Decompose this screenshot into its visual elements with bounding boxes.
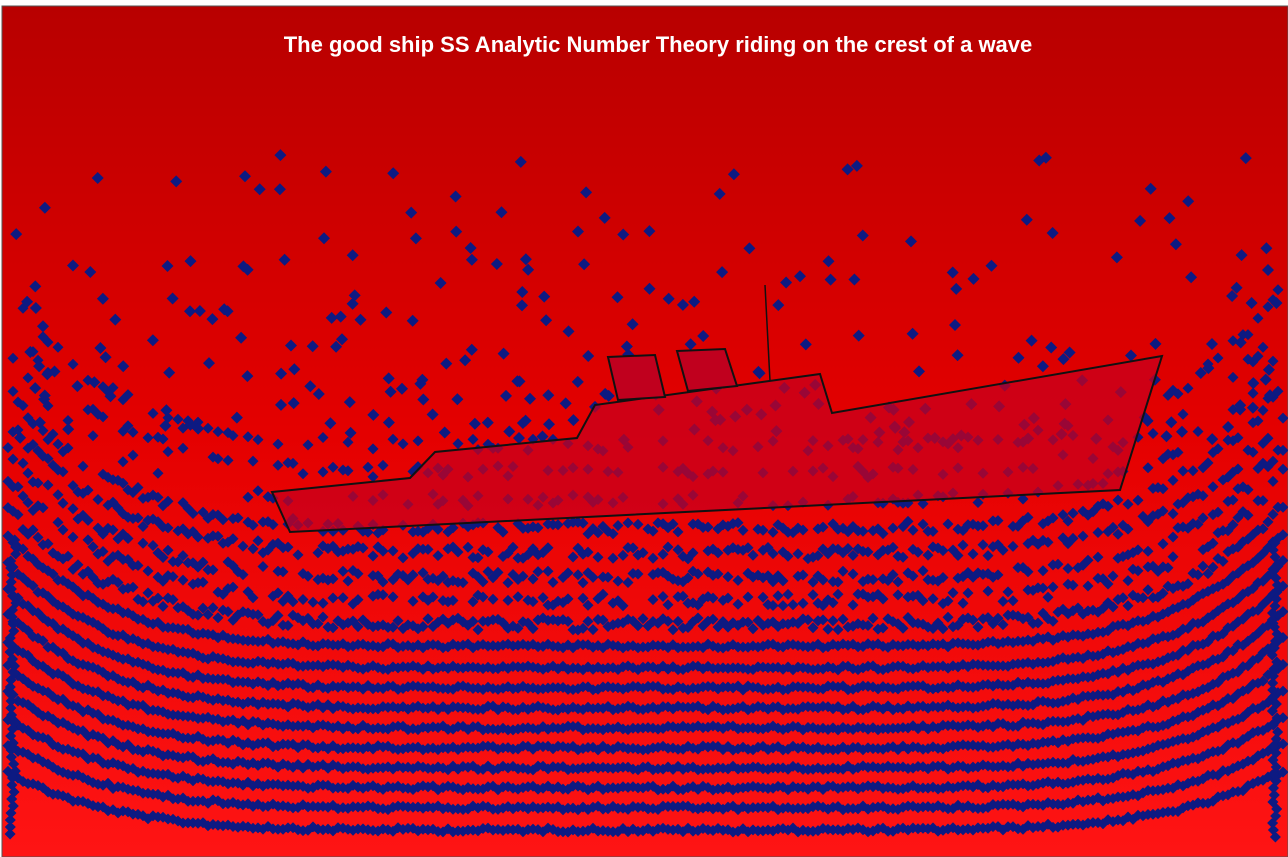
ship-funnel [608, 355, 665, 400]
ship-funnel [677, 349, 737, 391]
page: {"title": "The good ship SS Analytic Num… [0, 0, 1288, 857]
title: The good ship SS Analytic Number Theory … [284, 32, 1033, 57]
picture: The good ship SS Analytic Number Theory … [0, 0, 1288, 857]
